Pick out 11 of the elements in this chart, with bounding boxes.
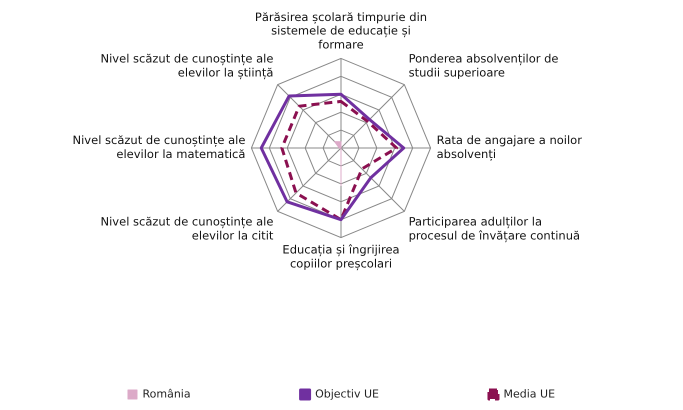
spoke-label: Participarea adulților la procesul de învățare continuă [408, 214, 580, 242]
spoke-label: Rata de angajare a noilor absolvenți [436, 133, 582, 161]
spoke-label: Părăsirea școlară timpurie din sistemele de educație și formare [254, 10, 428, 52]
spoke-label: Nivel scăzut de cunoștințe ale elevilor la știință [100, 52, 274, 80]
legend-label: Objectiv UE [315, 387, 380, 400]
spoke-label: Nivel scăzut de cunoștințe ale elevilor la matematică [72, 133, 246, 161]
spoke-label: Ponderea absolvenților de studii superioare [408, 52, 559, 80]
spoke-label: Nivel scăzut de cunoștințe ale elevilor la citit [100, 214, 274, 242]
legend-label: Media UE [503, 387, 556, 400]
legend-label: România [142, 387, 191, 400]
spoke-label: Educația și îngrijirea copiilor preșcolari [282, 242, 400, 270]
